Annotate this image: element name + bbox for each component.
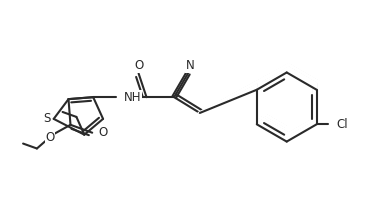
Text: O: O — [98, 126, 108, 139]
Text: S: S — [43, 112, 51, 125]
Text: N: N — [186, 59, 194, 72]
Text: O: O — [45, 131, 54, 144]
Text: NH: NH — [124, 91, 141, 104]
Text: Cl: Cl — [336, 118, 348, 131]
Text: O: O — [134, 59, 143, 72]
